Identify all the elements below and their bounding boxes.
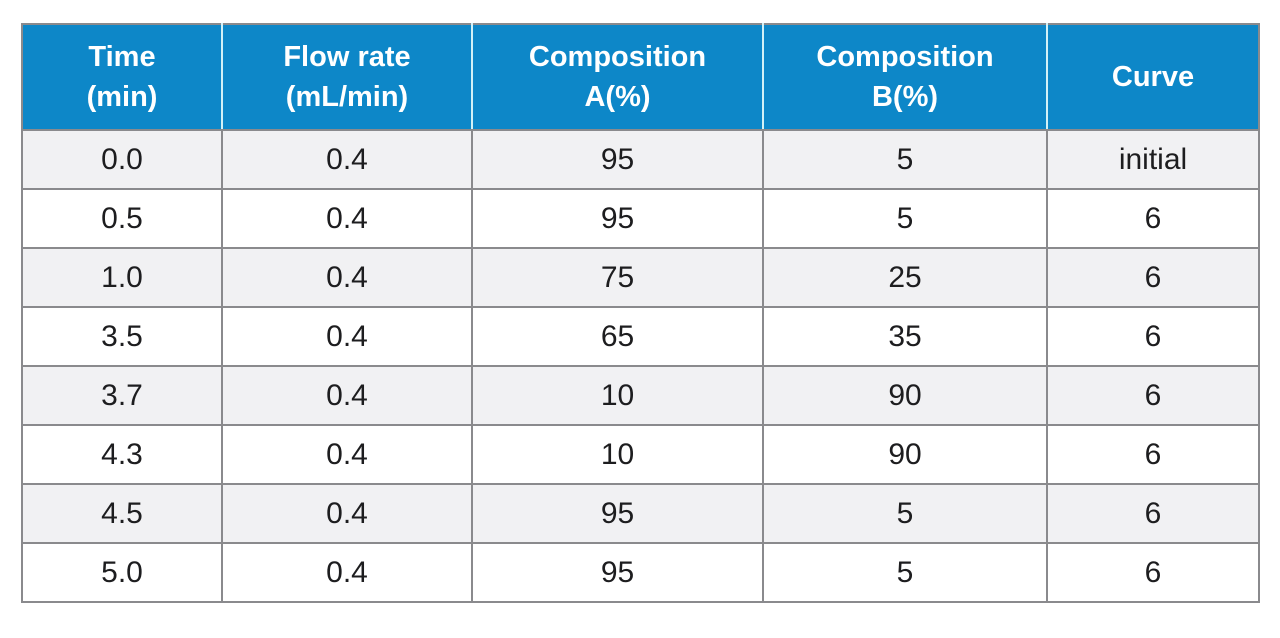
cell-curve: 6 [1046,306,1260,367]
cell-composition-b: 90 [762,424,1048,485]
cell-composition-b: 90 [762,365,1048,426]
cell-time: 0.0 [21,129,223,190]
cell-composition-b: 35 [762,306,1048,367]
table-row: 4.5 0.4 95 5 6 [21,483,1260,544]
cell-flow-rate: 0.4 [221,542,473,603]
cell-flow-rate: 0.4 [221,247,473,308]
cell-composition-a: 95 [471,188,764,249]
cell-time: 1.0 [21,247,223,308]
column-header-composition-b: Composition B(%) [762,24,1047,131]
cell-composition-b: 5 [762,129,1048,190]
cell-composition-a: 10 [471,365,764,426]
column-header-time-line2: (min) [86,81,158,113]
cell-curve: 6 [1046,542,1260,603]
gradient-method-table: Time (min) Flow rate (mL/min) Compositio… [21,23,1260,603]
table-body: 0.0 0.4 95 5 initial 0.5 0.4 95 5 6 1.0 … [21,129,1260,603]
column-header-composition-b-line1: Composition [816,40,994,73]
cell-time: 3.7 [21,365,223,426]
cell-flow-rate: 0.4 [221,424,473,485]
table-header-row: Time (min) Flow rate (mL/min) Compositio… [22,24,1259,131]
cell-flow-rate: 0.4 [221,365,473,426]
column-header-flow-rate-line2: (mL/min) [285,81,409,113]
column-header-composition-b-line2: B(%) [871,81,939,113]
cell-curve: initial [1046,129,1260,190]
cell-curve: 6 [1046,365,1260,426]
cell-composition-b: 5 [762,188,1048,249]
table-row: 3.5 0.4 65 35 6 [21,306,1260,367]
cell-composition-a: 75 [471,247,764,308]
table-header: Time (min) Flow rate (mL/min) Compositio… [22,24,1259,131]
table-row: 1.0 0.4 75 25 6 [21,247,1260,308]
cell-composition-a: 95 [471,129,764,190]
cell-curve: 6 [1046,247,1260,308]
table-row: 0.5 0.4 95 5 6 [21,188,1260,249]
table-row: 5.0 0.4 95 5 6 [21,542,1260,603]
column-header-composition-a-line1: Composition [528,40,707,73]
cell-composition-b: 25 [762,247,1048,308]
cell-composition-a: 95 [471,542,764,603]
cell-composition-b: 5 [762,542,1048,603]
cell-curve: 6 [1046,483,1260,544]
cell-time: 5.0 [21,542,223,603]
column-header-composition-a-line2: A(%) [584,81,651,113]
column-header-curve-line1: Curve [1111,60,1195,93]
cell-flow-rate: 0.4 [221,129,473,190]
column-header-time-line1: Time [88,40,156,73]
cell-curve: 6 [1046,424,1260,485]
column-header-flow-rate-line1: Flow rate [283,40,411,73]
table-row: 0.0 0.4 95 5 initial [21,129,1260,190]
cell-curve: 6 [1046,188,1260,249]
cell-composition-a: 65 [471,306,764,367]
cell-composition-b: 5 [762,483,1048,544]
cell-time: 3.5 [21,306,223,367]
column-header-flow-rate: Flow rate (mL/min) [221,24,472,131]
table-row: 4.3 0.4 10 90 6 [21,424,1260,485]
column-header-time: Time (min) [22,24,222,131]
column-header-curve: Curve [1046,24,1259,131]
cell-flow-rate: 0.4 [221,188,473,249]
column-header-composition-a: Composition A(%) [471,24,763,131]
cell-time: 4.3 [21,424,223,485]
table-row: 3.7 0.4 10 90 6 [21,365,1260,426]
cell-composition-a: 95 [471,483,764,544]
cell-time: 0.5 [21,188,223,249]
cell-flow-rate: 0.4 [221,483,473,544]
cell-time: 4.5 [21,483,223,544]
cell-composition-a: 10 [471,424,764,485]
cell-flow-rate: 0.4 [221,306,473,367]
